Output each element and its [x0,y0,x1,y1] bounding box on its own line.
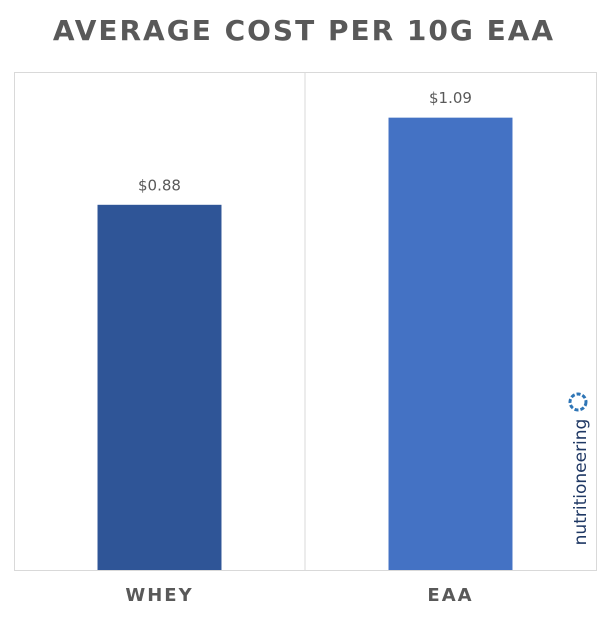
watermark: nutritioneering [571,419,591,546]
value-label: $1.09 [429,89,472,107]
x-tick-label: EAA [427,585,473,606]
value-label: $0.88 [138,176,181,194]
chart-title: AVERAGE COST PER 10G EAA [53,14,555,47]
bar [388,117,513,571]
x-tick-label: WHEY [125,585,193,606]
logo-icon [568,392,588,412]
bar [97,204,222,571]
